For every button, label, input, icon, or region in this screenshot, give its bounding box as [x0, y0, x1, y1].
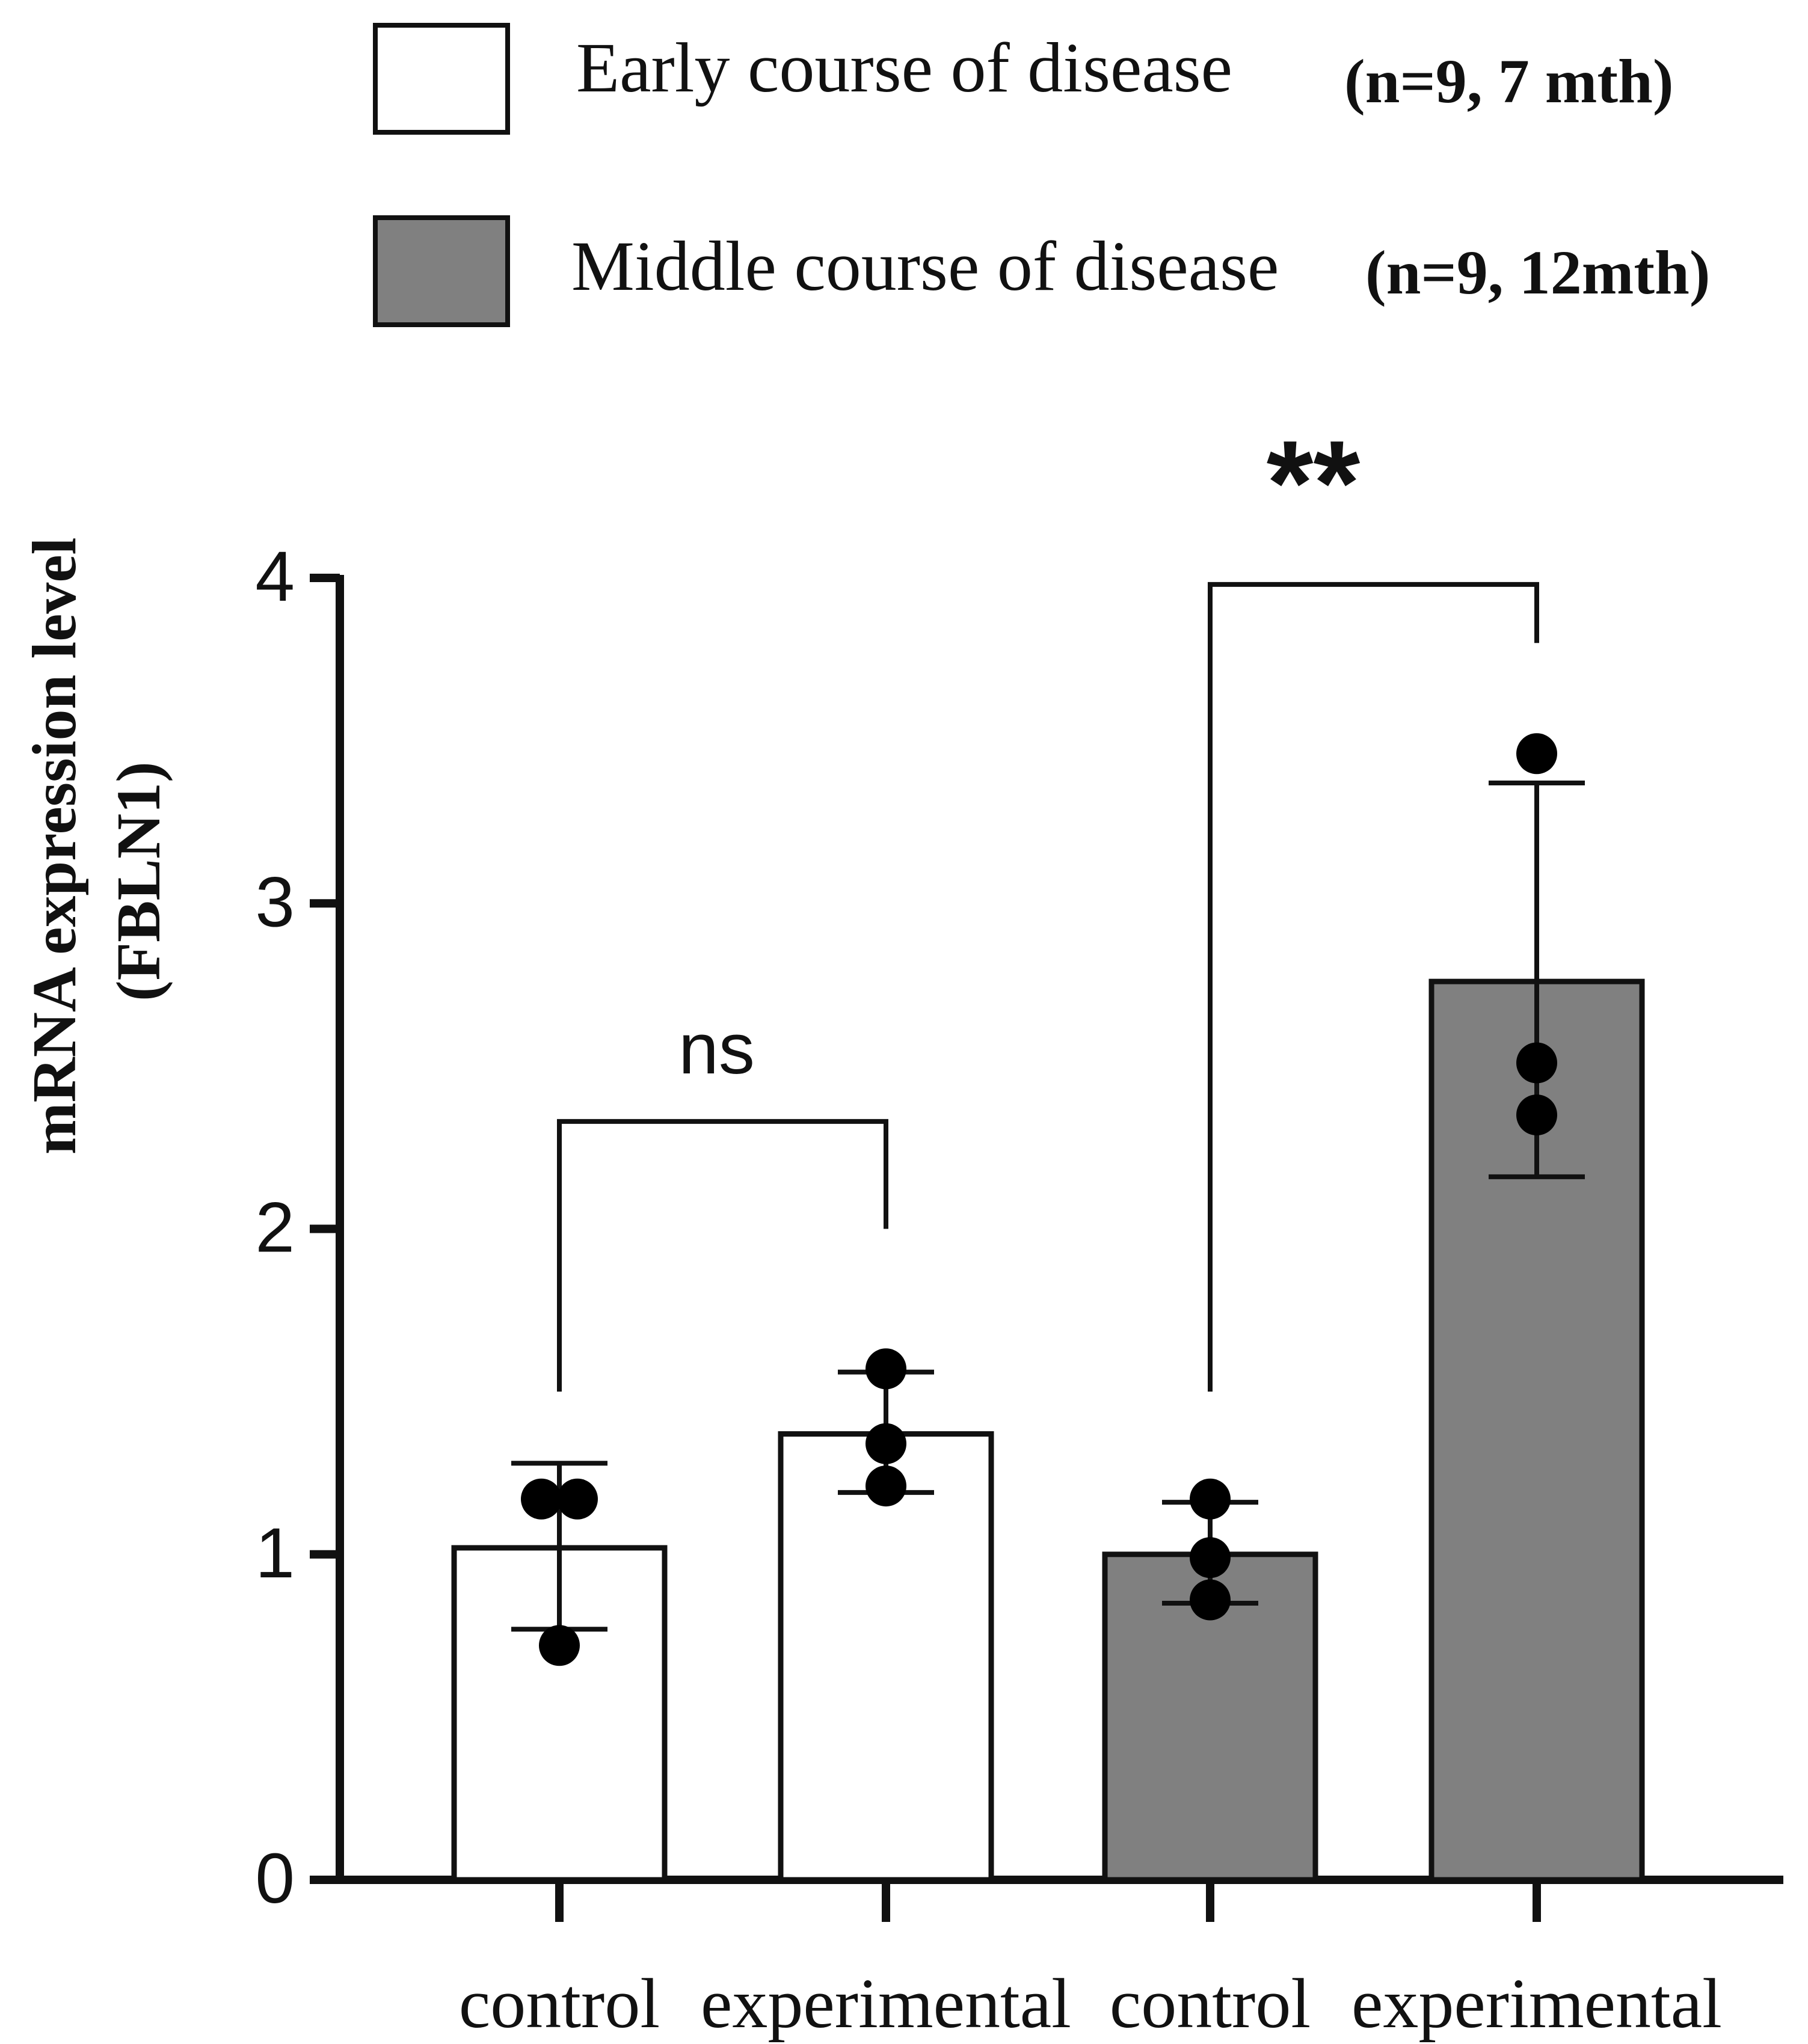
legend: Early course of disease (n=9, 7 mth) Mid… — [373, 23, 1710, 327]
y-tick-label: 1 — [255, 1514, 295, 1593]
legend-note-middle: (n=9, 12mth) — [1365, 238, 1710, 307]
data-point — [539, 1625, 580, 1666]
data-point — [1190, 1478, 1231, 1520]
legend-label-middle: Middle course of disease — [571, 227, 1279, 305]
bars — [451, 733, 1645, 1883]
x-tick-label: control — [459, 1964, 660, 2043]
data-point — [1516, 733, 1557, 775]
legend-swatch-middle — [373, 215, 510, 327]
y-axis-label-line2: (FBLN1) — [104, 761, 173, 1001]
legend-label-early: Early course of disease — [576, 28, 1232, 107]
x-tick-label: control — [1110, 1964, 1311, 2043]
y-axis-label-line1: mRNA expression level — [20, 538, 89, 1155]
bar — [778, 1431, 994, 1883]
data-point — [866, 1348, 906, 1390]
x-tick-label: experimental — [701, 1964, 1071, 2043]
significance-bracket — [557, 1119, 888, 1392]
significance-label: ns — [678, 1008, 755, 1089]
data-point — [521, 1478, 562, 1520]
data-point — [1190, 1537, 1231, 1579]
y-tick-label: 0 — [255, 1839, 295, 1918]
y-tick-label: 2 — [255, 1188, 295, 1268]
data-point — [866, 1423, 906, 1464]
significance-bracket — [1208, 582, 1539, 1392]
legend-note-early: (n=9, 7 mth) — [1344, 47, 1673, 116]
y-tick-label: 3 — [255, 862, 295, 942]
significance-label: ** — [1267, 416, 1361, 550]
data-point — [1516, 1042, 1557, 1084]
data-point — [866, 1465, 906, 1507]
significance-annotations: ns ** — [557, 416, 1539, 1392]
x-tick-label: experimental — [1351, 1964, 1722, 2043]
axes: 0 1 2 3 4 control experimental control experimen… — [255, 537, 1783, 2043]
y-tick-label: 4 — [255, 537, 295, 616]
data-point — [557, 1478, 598, 1520]
y-axis-title: mRNA expression level (FBLN1) — [20, 538, 173, 1155]
data-point — [1516, 1094, 1557, 1136]
data-point — [1190, 1579, 1231, 1621]
legend-swatch-early — [373, 23, 510, 135]
